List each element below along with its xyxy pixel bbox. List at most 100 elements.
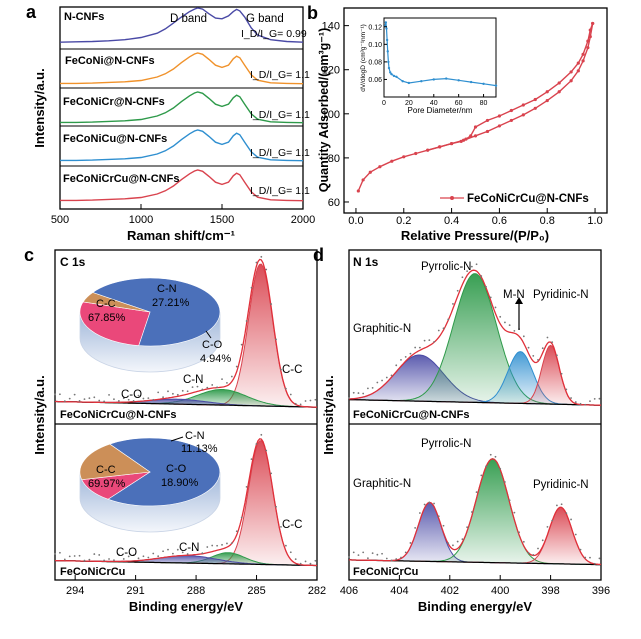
- d-top-raw-point-120: [537, 359, 539, 361]
- d-bottom-raw-point-72: [461, 538, 464, 541]
- d-top-raw-point-21: [381, 379, 383, 382]
- mn-arrow-head: [515, 297, 523, 304]
- peak-label-cc-top: C-C: [282, 364, 302, 376]
- d-top-raw-point-48: [423, 339, 426, 342]
- inset-x-tick-label-3: 60: [455, 100, 463, 107]
- d-bottom-raw-point-6: [357, 554, 360, 557]
- c-bottom-raw-point-78: [181, 551, 184, 554]
- d-top-raw-point-69: [456, 289, 459, 292]
- c-bottom-raw-point-153: [304, 560, 307, 563]
- c-top-raw-point-3: [59, 393, 61, 396]
- c-bottom-pie-slice-c-c: [107, 437, 221, 507]
- d-bottom-peak-fill-2: [349, 507, 601, 565]
- c-top-raw-point-12: [73, 393, 76, 396]
- c-top-raw-point-78: [181, 389, 184, 392]
- d-top-raw-point-57: [437, 329, 440, 332]
- inset-point-8: [390, 72, 393, 76]
- peak-label-cn-bottom: C-N: [179, 542, 199, 554]
- c-bottom-raw-point-6: [63, 558, 66, 561]
- pie-top-cc-value: 67.85%: [88, 312, 126, 324]
- d-bottom-raw-point-66: [452, 544, 454, 547]
- c-bottom-peak-fill-1: [55, 552, 317, 566]
- c-top-raw-point-51: [137, 394, 140, 397]
- peak-label-pyrrolic-bottom: Pyrrolic-N: [421, 438, 471, 450]
- d-top-envelope: [348, 269, 601, 406]
- inset-point-9: [392, 74, 396, 78]
- y-tick-label-b-0: 60: [328, 197, 340, 209]
- x-tick-label-d-2: 402: [441, 585, 459, 597]
- d-bottom-raw-point-90: [489, 453, 492, 456]
- ads-point-17: [545, 98, 549, 103]
- d-top-raw-point-99: [504, 321, 506, 324]
- inset-y-tick-label-2: 0.10: [368, 42, 382, 49]
- des-point-15: [464, 137, 468, 141]
- d-bottom-raw-point-129: [551, 519, 554, 522]
- d-bottom-peak-fill-1: [349, 458, 601, 565]
- d-bottom-raw-point-0: [348, 556, 350, 558]
- c-top-raw-point-9: [68, 397, 71, 400]
- c-bottom-raw-point-54: [142, 555, 145, 558]
- c-bottom-raw-point-51: [137, 557, 140, 560]
- c-top-raw-point-105: [226, 382, 228, 384]
- c-bottom-raw-point-105: [226, 542, 228, 545]
- d-top-raw-point-63: [447, 318, 450, 321]
- c-bottom-raw-point-87: [196, 549, 199, 552]
- c-bottom-envelope: [55, 438, 317, 567]
- inset-point-2: [385, 27, 388, 30]
- d-bottom-raw-point-51: [428, 501, 431, 504]
- d-bottom-raw-point-78: [470, 511, 473, 513]
- raman-line-2: [60, 91, 304, 124]
- pie-bottom-co-value: 18.90%: [161, 477, 199, 489]
- c-top-raw-point-45: [127, 398, 130, 401]
- d-bottom-raw-point-159: [598, 557, 601, 560]
- pie-chart-top: [79, 277, 221, 373]
- inset-y-tick-label-0: 0.06: [368, 77, 382, 84]
- ads-point-18: [557, 90, 561, 94]
- ads-point-0: [356, 189, 360, 193]
- inset-point-15: [445, 77, 448, 80]
- c-top-raw-point-117: [245, 320, 248, 322]
- d-top-raw-point-33: [400, 358, 402, 361]
- ads-point-12: [485, 129, 490, 134]
- ratio-label-2: I_D/I_G= 1.1: [250, 109, 310, 121]
- c-top-raw-point-99: [216, 386, 219, 389]
- c-top-raw-point-84: [191, 386, 194, 389]
- d-top-raw-point-66: [452, 303, 454, 305]
- c-bottom-raw-point-15: [78, 554, 81, 557]
- inset-point-18: [482, 82, 485, 86]
- panel-a-frame: [59, 6, 304, 210]
- d-bottom-raw-point-135: [560, 503, 563, 506]
- d-top-raw-point-159: [598, 397, 601, 400]
- c-bottom-raw-point-147: [294, 558, 297, 561]
- ads-point-16: [533, 106, 537, 110]
- c-top-raw-point-141: [284, 387, 287, 390]
- c-top-raw-point-39: [117, 399, 120, 402]
- ads-point-4: [390, 159, 394, 163]
- c-top-raw-point-6: [63, 400, 66, 403]
- x-tick-label-d-0: 406: [340, 585, 358, 597]
- c-top-raw-point-123: [255, 261, 258, 264]
- ads-point-20: [576, 69, 580, 73]
- c-top-raw-point-15: [78, 399, 81, 402]
- d-top-peak-fill-3: [349, 345, 601, 406]
- d-top-raw-point-78: [470, 265, 473, 268]
- d-top-raw-point-72: [461, 276, 464, 279]
- c-bottom-raw-point-96: [211, 544, 214, 547]
- c-bottom-raw-point-102: [221, 543, 223, 546]
- c-top-raw-point-87: [196, 385, 199, 388]
- pie-top-co-name: C-O: [202, 339, 223, 351]
- c-top-raw-point-33: [108, 394, 110, 396]
- d-bottom-raw-point-126: [546, 525, 549, 528]
- c-bottom-raw-point-48: [132, 554, 135, 556]
- panel-letter-d: d: [313, 245, 324, 265]
- c-top-envelope: [55, 258, 318, 408]
- c-bottom-raw-point-129: [265, 449, 268, 452]
- d-bottom-raw-point-75: [466, 526, 469, 529]
- d-bottom-raw-point-141: [570, 518, 572, 521]
- series-label-feconi: FeCoNi@N-CNFs: [65, 55, 155, 67]
- sample-label-d-top: FeCoNiCrCu@N-CNFs: [353, 409, 469, 421]
- c-top-raw-point-129: [265, 268, 268, 271]
- c-bottom-raw-point-63: [157, 555, 160, 558]
- x-tick-label-a-3: 2000: [291, 214, 315, 226]
- des-point-4: [576, 61, 580, 65]
